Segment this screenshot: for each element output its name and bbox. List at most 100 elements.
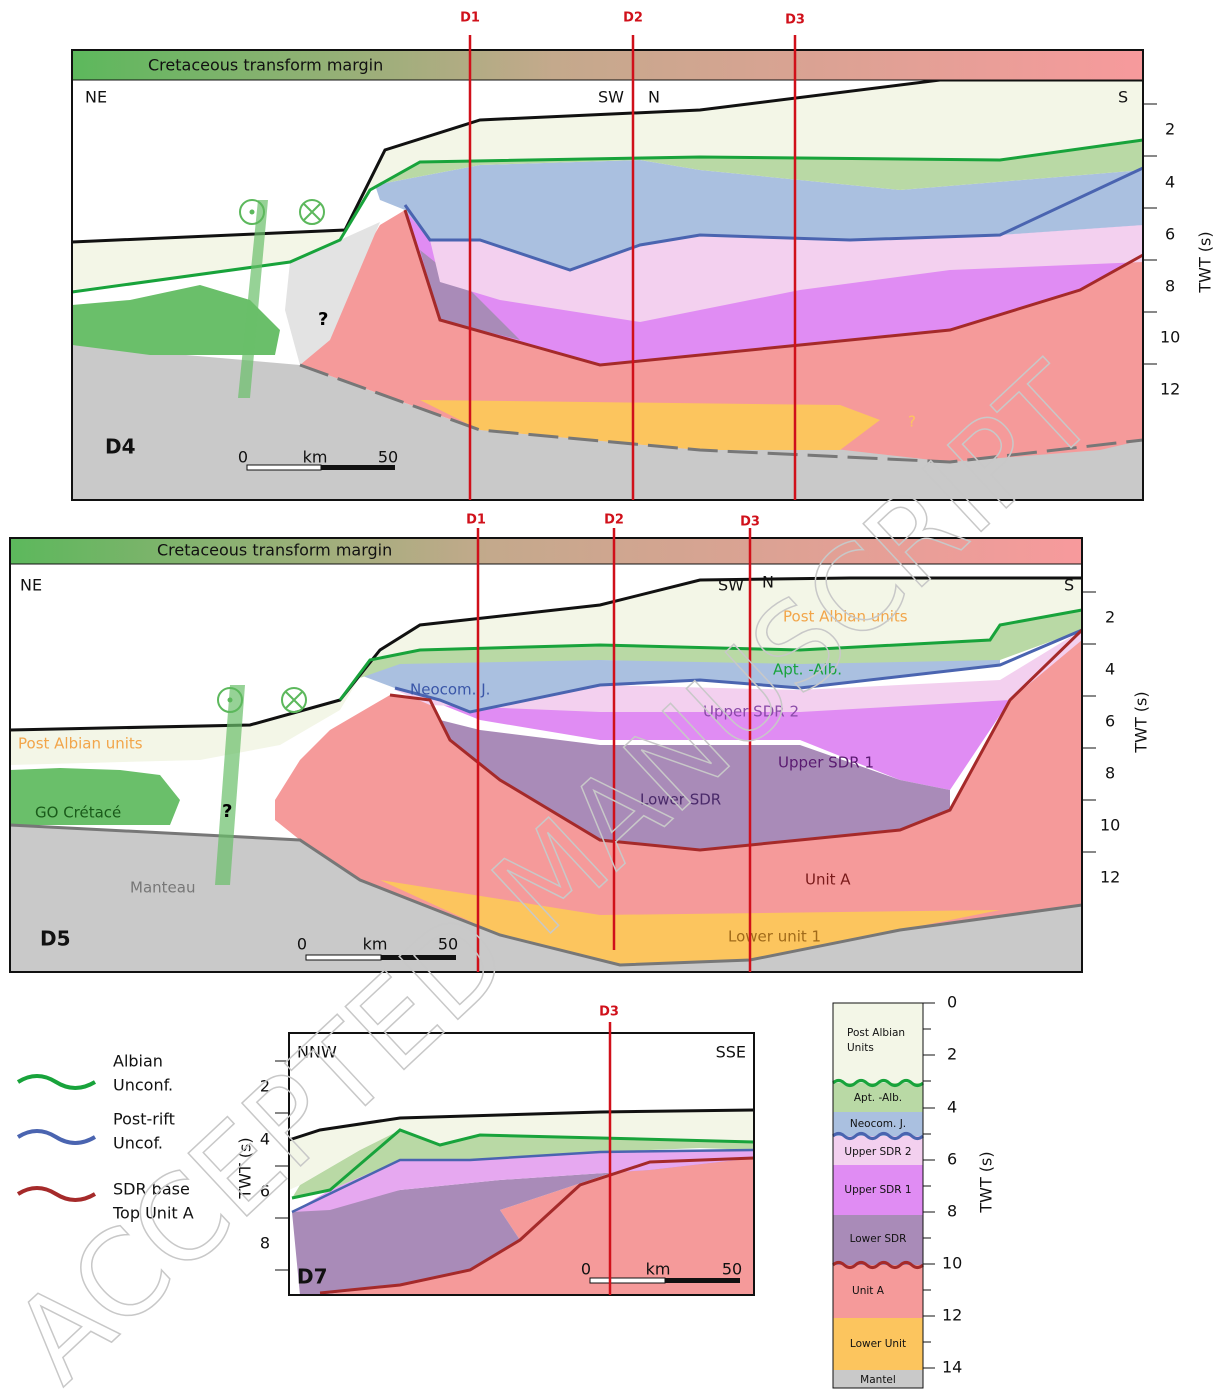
tick-label: 0 (947, 993, 957, 1012)
banner-text: Cretaceous transform margin (157, 541, 392, 560)
column-unit (833, 1265, 923, 1318)
tick-label: 6 (1105, 712, 1115, 731)
panel-label: D4 (105, 435, 136, 459)
tick-label: 6 (260, 1182, 270, 1201)
column-unit (833, 1112, 923, 1136)
legend-line (16, 1074, 97, 1090)
column-boundary (832, 1079, 924, 1087)
out-of-page-symbol (239, 199, 265, 225)
apt-alb (292, 1130, 754, 1198)
neocomian (360, 655, 1000, 712)
section-label: D3 (785, 13, 805, 28)
section-label: D2 (604, 513, 624, 528)
moho (9, 823, 1083, 967)
albian-unconformity (338, 608, 1083, 701)
panel-frame (288, 1032, 755, 1296)
mantle (72, 345, 1143, 500)
column-label: Apt. -Alb. (854, 1092, 902, 1104)
column-unit (833, 1215, 923, 1265)
strat-column: 0 2 4 6 8 10 12 14 TWT (s) Post Albian U… (832, 993, 996, 1389)
direction: SW (718, 576, 744, 595)
unit-label: Post Albian units (18, 735, 143, 753)
out-of-page-dot (227, 697, 233, 703)
tick-label: 10 (1100, 816, 1120, 835)
scale-label: 0 (581, 1260, 591, 1279)
query: ? (222, 801, 232, 822)
column-label: Neocom. J. (850, 1118, 906, 1130)
banner (71, 49, 1144, 81)
moho (299, 363, 1144, 464)
into-page-cross (303, 203, 321, 221)
column-label: Upper SDR 1 (844, 1184, 911, 1196)
into-page-symbol (281, 687, 307, 713)
direction: SW (598, 88, 624, 107)
unit-label: Upper SDR 1 (778, 754, 874, 772)
tick-label: 4 (1165, 173, 1175, 192)
tick-label: 4 (260, 1130, 270, 1149)
column-label: Lower SDR (850, 1233, 907, 1245)
upper-sdr-2 (430, 225, 1143, 322)
scale-bar (246, 464, 322, 471)
panel-frame (71, 49, 1144, 501)
axis-title: TWT (s) (236, 1137, 255, 1199)
lower-unit (420, 400, 880, 450)
column-boundary (832, 1132, 924, 1140)
into-page-symbol (299, 199, 325, 225)
into-page-cross (285, 691, 303, 709)
scale-bar (665, 1278, 740, 1283)
section-label: D3 (599, 1005, 619, 1020)
tick-label: 2 (1105, 608, 1115, 627)
tick-label: 2 (1165, 120, 1175, 139)
tick-label: 4 (947, 1098, 957, 1117)
unit-a (320, 1158, 754, 1295)
unit-label: Neocom. J. (410, 681, 490, 699)
scale-label: km (363, 935, 388, 954)
direction: NNW (297, 1043, 337, 1062)
neocomian (375, 160, 1143, 270)
tick-label: 4 (1105, 660, 1115, 679)
tick-label: 10 (1160, 328, 1180, 347)
tick-label: 8 (260, 1234, 270, 1253)
post-rift-unconformity (291, 1148, 755, 1214)
tick-label: 12 (1160, 380, 1180, 399)
out-of-page-symbol (217, 687, 243, 713)
strike-slip-band (215, 685, 245, 885)
sdr-base (319, 1156, 755, 1295)
lower-sdr (292, 1158, 754, 1295)
strike-slip-band (238, 200, 268, 398)
apt-alb (360, 610, 1082, 678)
go-cretace (10, 768, 180, 825)
post-albian (289, 1110, 754, 1190)
column-unit (833, 1003, 923, 1083)
legend-text: Post-rift (113, 1110, 175, 1129)
albian-unconformity (291, 1128, 755, 1200)
legend-text: Top Unit A (112, 1204, 194, 1223)
section-label: D3 (740, 515, 760, 530)
query: ? (318, 309, 328, 330)
scale-bar (381, 955, 456, 960)
banner (9, 537, 1083, 565)
upper-sdr-1 (430, 690, 1010, 790)
legend-text: Unconf. (113, 1076, 173, 1095)
speckled-wedge (285, 222, 380, 365)
direction: S (1064, 576, 1074, 595)
tick-marks (275, 1060, 289, 1271)
column-unit (833, 1318, 923, 1370)
scale-bar (589, 1277, 666, 1284)
unit-label: Apt. -Alb. (773, 661, 842, 679)
post-albian (72, 80, 1143, 290)
seafloor (288, 1108, 755, 1142)
direction: N (648, 88, 660, 107)
column-label: Mantel (860, 1374, 896, 1386)
scale-label: 50 (722, 1260, 742, 1279)
column-label: Lower Unit (850, 1338, 906, 1350)
column-unit (833, 1083, 923, 1112)
section-lines (476, 528, 752, 972)
section-lines (468, 35, 797, 500)
legend-line (16, 1129, 97, 1145)
panel-d5: Cretaceous transform margin NE SW N S Po… (9, 513, 1151, 973)
unit-label: Post Albian units (783, 608, 908, 626)
scale-bar (321, 465, 395, 470)
panel-d7: NNW SSE D7 0 km 50 2 4 6 8 TWT (s) D3 (236, 1005, 755, 1296)
